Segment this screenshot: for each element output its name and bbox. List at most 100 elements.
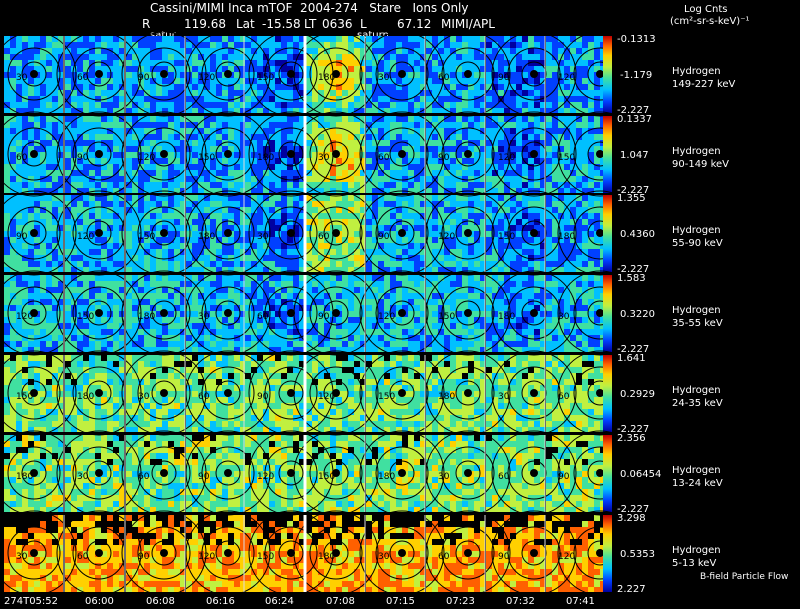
- heatmap-panel: [366, 355, 425, 432]
- contour-line: [201, 206, 255, 260]
- contour-line: [278, 141, 304, 167]
- saturn-marker: [95, 150, 103, 158]
- lat-value: -15.58: [262, 17, 301, 31]
- contour-line: [21, 460, 47, 486]
- contour-line: [185, 111, 271, 197]
- contour-line: [7, 366, 61, 420]
- contour-line: [7, 206, 61, 260]
- colorbar: [603, 355, 612, 432]
- heatmap-panel: [306, 36, 365, 113]
- contour-line: [7, 526, 61, 580]
- contour-line: [573, 206, 627, 260]
- colorbar-min-label: -2.227: [617, 424, 650, 435]
- heatmap-panel: [65, 275, 124, 352]
- contour-line: [0, 111, 77, 197]
- heatmap-panel: [4, 435, 63, 512]
- contour-label: 150: [318, 472, 335, 482]
- contour-label: 120: [498, 153, 515, 163]
- time-tick-label: 06:00: [85, 596, 114, 607]
- contour-label: 150: [16, 392, 33, 402]
- contour-line: [425, 31, 511, 117]
- contour-label: 30: [378, 552, 390, 562]
- contour-line: [455, 220, 481, 246]
- contour-label: 30: [558, 312, 570, 322]
- saturn-marker: [398, 150, 406, 158]
- saturn-marker: [332, 229, 340, 237]
- contour-line: [359, 430, 445, 516]
- contour-line: [425, 430, 511, 516]
- contour-label: 30: [77, 472, 89, 482]
- heatmap-panel: [126, 515, 185, 592]
- contour-line: [573, 127, 627, 181]
- contour-line: [278, 380, 304, 406]
- contour-line: [491, 190, 577, 276]
- colorbar-mid-label: 0.4360: [620, 229, 655, 240]
- contour-line: [389, 141, 415, 167]
- contour-line: [56, 510, 142, 596]
- heatmap-panel: [486, 435, 545, 512]
- saturn-marker: [30, 549, 38, 557]
- contour-label: 180: [77, 392, 94, 402]
- contour-line: [557, 111, 643, 197]
- saturn-marker: [160, 229, 168, 237]
- contour-line: [309, 127, 363, 181]
- contour-line: [278, 460, 304, 486]
- contour-line: [491, 510, 577, 596]
- contour-line: [557, 510, 643, 596]
- r-label: R: [142, 17, 151, 31]
- saturn-label-right: saturn: [357, 30, 389, 41]
- contour-label: 60: [498, 472, 510, 482]
- contour-line: [7, 286, 61, 340]
- contour-line: [151, 61, 177, 87]
- contour-line: [56, 430, 142, 516]
- time-tick-label: 07:32: [506, 596, 535, 607]
- contour-line: [201, 286, 255, 340]
- saturn-marker: [332, 389, 340, 397]
- saturn-marker: [30, 150, 38, 158]
- saturn-marker: [160, 309, 168, 317]
- species-label: Hydrogen: [672, 66, 721, 77]
- contour-line: [121, 111, 207, 197]
- species-label: Hydrogen: [672, 225, 721, 236]
- contour-line: [375, 206, 429, 260]
- saturn-marker: [596, 70, 604, 78]
- colorbar-min-label: 2.227: [617, 584, 646, 595]
- time-tick-label: 06:24: [265, 596, 294, 607]
- colorbar-max-label: 1.355: [617, 193, 646, 204]
- contour-line: [573, 47, 627, 101]
- contour-line: [491, 31, 577, 117]
- time-tick-label: 07:23: [446, 596, 475, 607]
- contour-line: [521, 380, 547, 406]
- species-label: Hydrogen: [672, 465, 721, 476]
- contour-label: 60: [257, 312, 269, 322]
- contour-line: [359, 270, 445, 356]
- contour-line: [557, 31, 643, 117]
- contour-line: [21, 61, 47, 87]
- contour-line: [151, 380, 177, 406]
- l-label: L: [360, 17, 367, 31]
- contour-label: 180: [378, 472, 395, 482]
- contour-line: [507, 127, 561, 181]
- contour-line: [455, 380, 481, 406]
- contour-line: [264, 286, 318, 340]
- contour-label: 120: [558, 73, 575, 83]
- contour-label: 180: [138, 312, 155, 322]
- contour-line: [278, 540, 304, 566]
- saturn-marker: [464, 229, 472, 237]
- contour-line: [359, 190, 445, 276]
- contour-line: [455, 300, 481, 326]
- saturn-marker: [530, 229, 538, 237]
- heatmap-panel: [65, 116, 124, 193]
- contour-line: [309, 206, 363, 260]
- heatmap-panel: [65, 435, 124, 512]
- heatmap-panel: [426, 195, 485, 272]
- contour-line: [7, 446, 61, 500]
- contour-line: [56, 190, 142, 276]
- contour-line: [21, 220, 47, 246]
- saturn-marker: [95, 389, 103, 397]
- saturn-marker: [398, 469, 406, 477]
- contour-label: 180: [558, 232, 575, 242]
- colorbar-min-label: -2.227: [617, 105, 650, 116]
- contour-line: [21, 540, 47, 566]
